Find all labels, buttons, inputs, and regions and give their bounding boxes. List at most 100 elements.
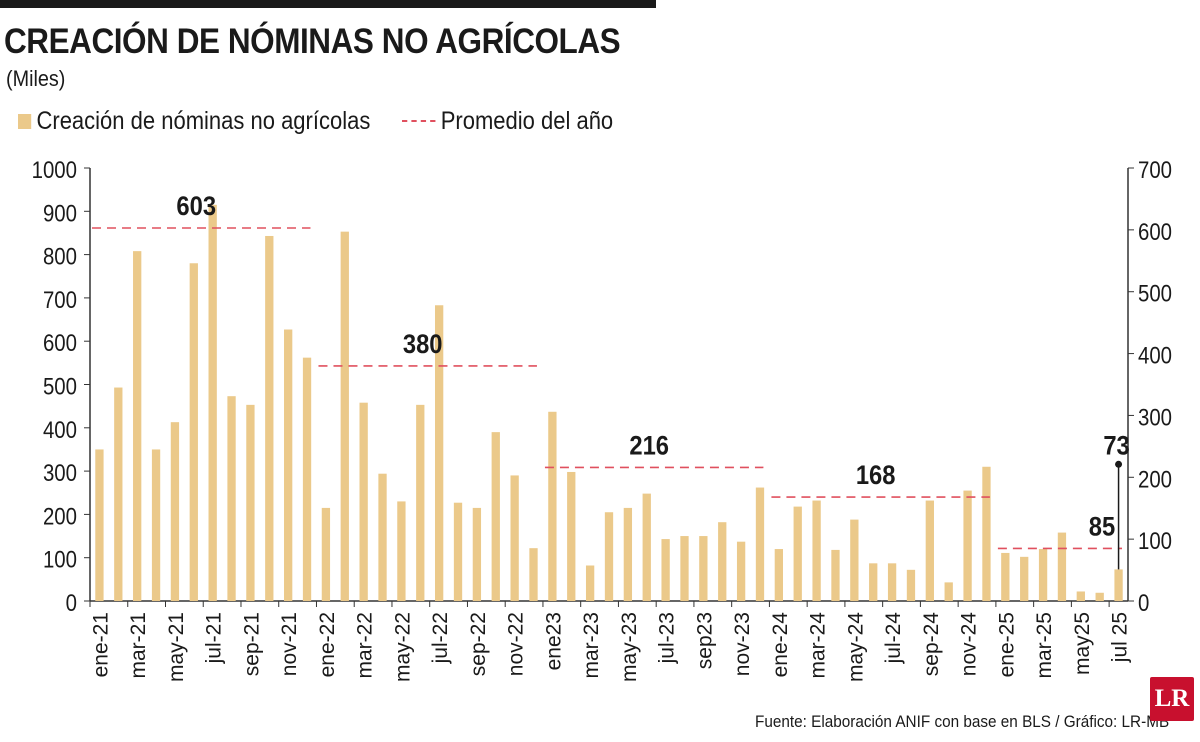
y-tick-left-label: 200	[43, 503, 77, 530]
average-label: 380	[403, 330, 443, 360]
bar	[246, 404, 255, 601]
y-tick-right-label: 500	[1138, 280, 1172, 307]
x-tick-label: nov-24	[958, 612, 981, 677]
x-tick-label: jul-23	[656, 612, 679, 664]
x-tick-label: mar-22	[354, 612, 377, 679]
bar	[453, 502, 463, 601]
x-tick-label: sep-22	[467, 612, 490, 676]
bar	[774, 549, 784, 601]
chart-title: CREACIÓN DE NÓMINAS NO AGRÍCOLAS	[4, 22, 621, 61]
x-tick-label: nov-23	[731, 612, 754, 676]
bar	[151, 449, 161, 601]
bar	[699, 536, 708, 601]
x-tick-label: ene-25	[995, 612, 1018, 677]
bar	[284, 329, 293, 601]
x-tick-label: mar-25	[1033, 612, 1056, 679]
bar	[472, 507, 482, 601]
bar	[793, 506, 802, 601]
callout-label: 73	[1103, 431, 1129, 461]
x-tick-label: nov-21	[278, 612, 301, 676]
x-tick-label: may-22	[391, 612, 414, 682]
bar	[1020, 556, 1029, 601]
bar	[529, 548, 538, 601]
average-label: 603	[176, 192, 216, 222]
bar	[208, 204, 217, 601]
average-label: 168	[856, 461, 896, 491]
legend: Creación de nóminas no agrícolas Promedi…	[18, 104, 642, 138]
bar	[812, 500, 821, 601]
bar	[567, 471, 576, 601]
y-tick-left-label: 800	[43, 243, 77, 270]
source-note: Fuente: Elaboración ANIF con base en BLS…	[755, 712, 1170, 731]
callout-dot	[1115, 460, 1123, 468]
bar	[661, 539, 670, 601]
x-tick-label: may-23	[618, 612, 641, 682]
lr-logo: LR	[1150, 677, 1194, 721]
x-tick-label: may25	[1071, 612, 1094, 675]
y-tick-right-label: 100	[1138, 528, 1172, 555]
bar	[736, 541, 746, 601]
y-tick-right-label: 0	[1138, 589, 1149, 616]
y-tick-left-label: 600	[43, 330, 77, 357]
x-tick-label: jul-22	[429, 612, 452, 664]
top-rule	[0, 0, 656, 8]
legend-bars-label: Creación de nóminas no agrícolas	[36, 106, 371, 135]
bar	[265, 235, 274, 601]
x-tick-label: ene23	[542, 612, 565, 670]
y-tick-left-label: 500	[43, 373, 77, 400]
bar	[378, 473, 387, 601]
bar	[1001, 552, 1010, 601]
bar	[434, 305, 444, 601]
x-tick-label: mar-24	[807, 612, 830, 679]
bar	[340, 231, 349, 601]
bar	[1076, 591, 1085, 601]
bar	[321, 507, 331, 601]
x-tick-label: ene-24	[769, 612, 792, 678]
bar	[189, 263, 198, 601]
y-tick-left-label: 100	[43, 546, 77, 573]
bar	[302, 357, 312, 601]
y-tick-left-label: 1000	[32, 156, 77, 183]
average-label: 216	[629, 431, 669, 461]
bar	[585, 565, 595, 601]
bar	[416, 404, 425, 601]
x-tick-label: may-24	[844, 612, 867, 682]
bar	[114, 387, 123, 601]
bar	[604, 512, 614, 601]
bar	[887, 563, 897, 601]
bar	[359, 402, 368, 601]
bar	[1095, 592, 1104, 601]
x-tick-label: ene-22	[316, 612, 339, 677]
y-tick-left-label: 300	[43, 460, 77, 487]
x-tick-label: sep-24	[920, 612, 943, 677]
legend-bar-swatch	[18, 113, 32, 129]
bar	[850, 519, 859, 601]
y-tick-right-label: 200	[1138, 466, 1172, 493]
bar	[925, 500, 934, 601]
bar	[982, 466, 991, 601]
x-tick-label: jul-21	[203, 612, 226, 664]
y-tick-left-label: 0	[66, 589, 77, 616]
x-tick-label: mar-21	[127, 612, 150, 679]
bar	[1114, 569, 1123, 601]
bar	[755, 487, 765, 601]
bar	[1057, 532, 1067, 601]
bar	[718, 522, 727, 601]
legend-average-label: Promedio del año	[441, 106, 614, 135]
bar	[95, 449, 104, 601]
bar	[133, 251, 142, 602]
y-tick-right-label: 300	[1138, 404, 1172, 431]
x-tick-label: jul-24	[882, 612, 905, 665]
x-tick-label: mar-23	[580, 612, 603, 679]
y-tick-right-label: 400	[1138, 342, 1172, 369]
legend-item-average: Promedio del año	[402, 106, 614, 136]
bar	[548, 411, 557, 601]
x-tick-label: may-21	[165, 612, 188, 682]
legend-dash-swatch	[402, 120, 436, 122]
bar	[642, 493, 651, 601]
y-tick-left-label: 700	[43, 286, 77, 313]
x-tick-label: ene-21	[89, 612, 112, 677]
x-tick-label: sep23	[693, 612, 716, 669]
bar	[491, 432, 500, 601]
